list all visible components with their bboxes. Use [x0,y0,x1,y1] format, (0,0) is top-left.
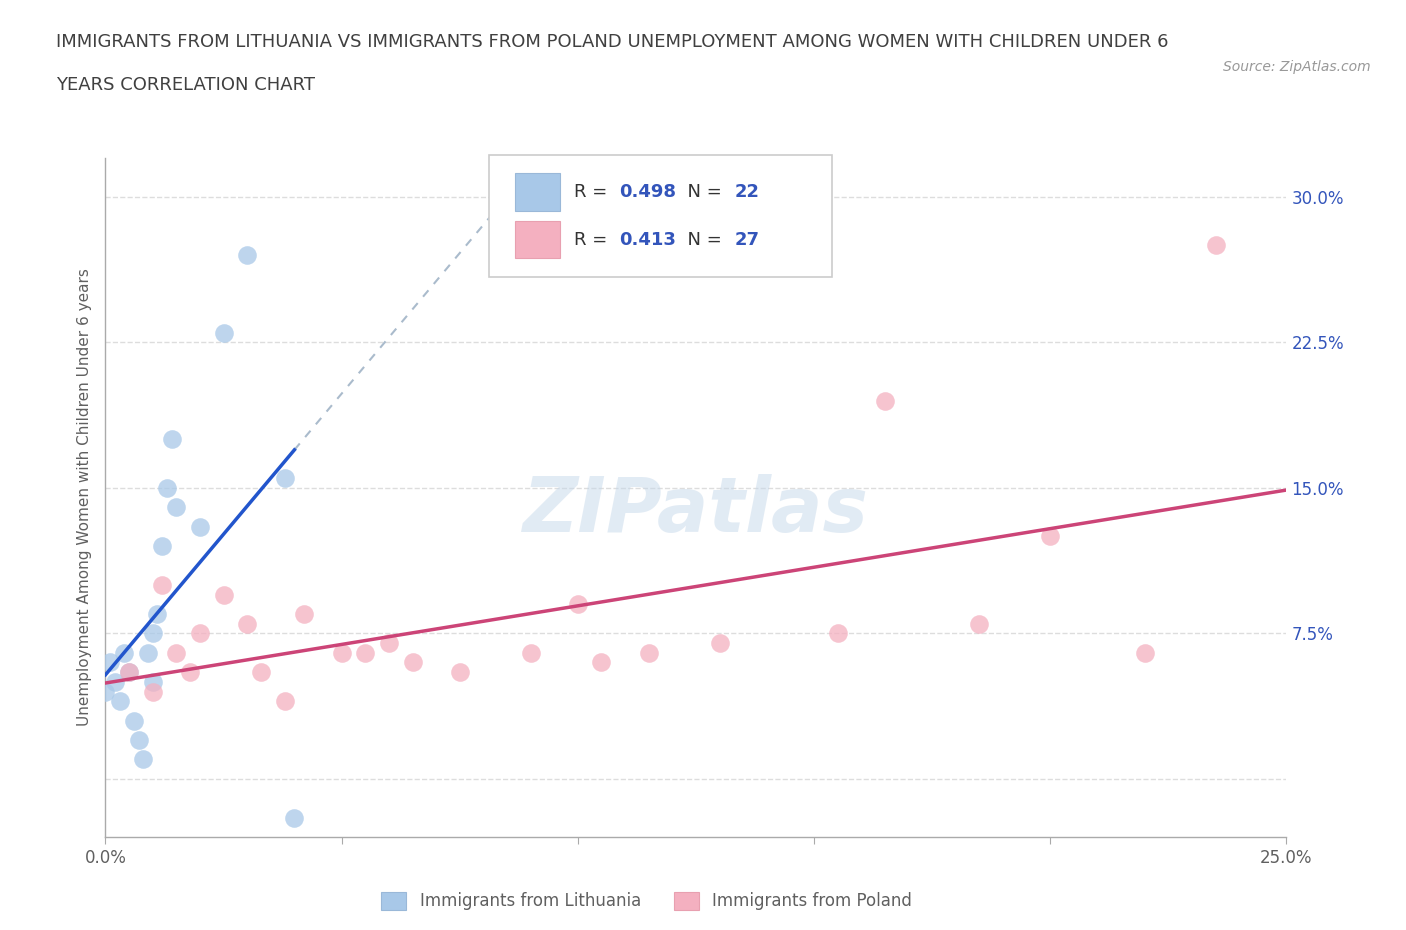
Point [709,635,731,650]
Text: N =: N = [676,183,727,201]
Point [165,499,187,514]
Point [188,626,211,641]
Point [292,606,315,621]
FancyBboxPatch shape [489,154,832,277]
Legend: Immigrants from Lithuania, Immigrants from Poland: Immigrants from Lithuania, Immigrants fr… [374,885,920,917]
Point [94,684,117,699]
Point [1205,238,1227,253]
Y-axis label: Unemployment Among Women with Children Under 6 years: Unemployment Among Women with Children U… [77,269,93,726]
Point [156,481,179,496]
Point [150,538,173,553]
Point [165,645,187,660]
Text: 27: 27 [735,231,761,248]
Text: 0.498: 0.498 [619,183,676,201]
Point [236,617,259,631]
Point [128,733,150,748]
Point [98,655,121,670]
Point [104,674,127,689]
Point [136,645,159,660]
Point [969,617,991,631]
Point [283,810,305,825]
Point [519,645,541,660]
Point [1039,529,1062,544]
Point [212,326,235,340]
Point [449,665,471,680]
Point [1133,645,1156,660]
Text: ZIPatlas: ZIPatlas [523,474,869,548]
Point [250,665,273,680]
Text: 0.413: 0.413 [619,231,676,248]
Bar [515,173,560,211]
Text: IMMIGRANTS FROM LITHUANIA VS IMMIGRANTS FROM POLAND UNEMPLOYMENT AMONG WOMEN WIT: IMMIGRANTS FROM LITHUANIA VS IMMIGRANTS … [56,33,1168,50]
Text: YEARS CORRELATION CHART: YEARS CORRELATION CHART [56,76,315,94]
Point [108,694,131,709]
Point [591,655,613,670]
Text: Source: ZipAtlas.com: Source: ZipAtlas.com [1223,60,1371,74]
Point [118,665,141,680]
Point [236,247,259,262]
Point [122,713,145,728]
Point [274,471,297,485]
Point [827,626,849,641]
Point [142,684,165,699]
Point [330,645,353,660]
Point [118,665,141,680]
Text: 22: 22 [735,183,761,201]
Bar [515,221,560,259]
Point [378,635,401,650]
Point [873,393,896,408]
Point [188,519,211,534]
Point [146,606,169,621]
Point [212,587,235,602]
Point [354,645,377,660]
Point [637,645,659,660]
Text: R =: R = [574,183,613,201]
Point [150,578,173,592]
Point [142,674,165,689]
Text: N =: N = [676,231,727,248]
Point [179,665,201,680]
Point [160,432,183,446]
Point [401,655,423,670]
Point [112,645,135,660]
Point [274,694,297,709]
Text: R =: R = [574,231,613,248]
Point [132,752,155,767]
Point [567,597,589,612]
Point [142,626,165,641]
